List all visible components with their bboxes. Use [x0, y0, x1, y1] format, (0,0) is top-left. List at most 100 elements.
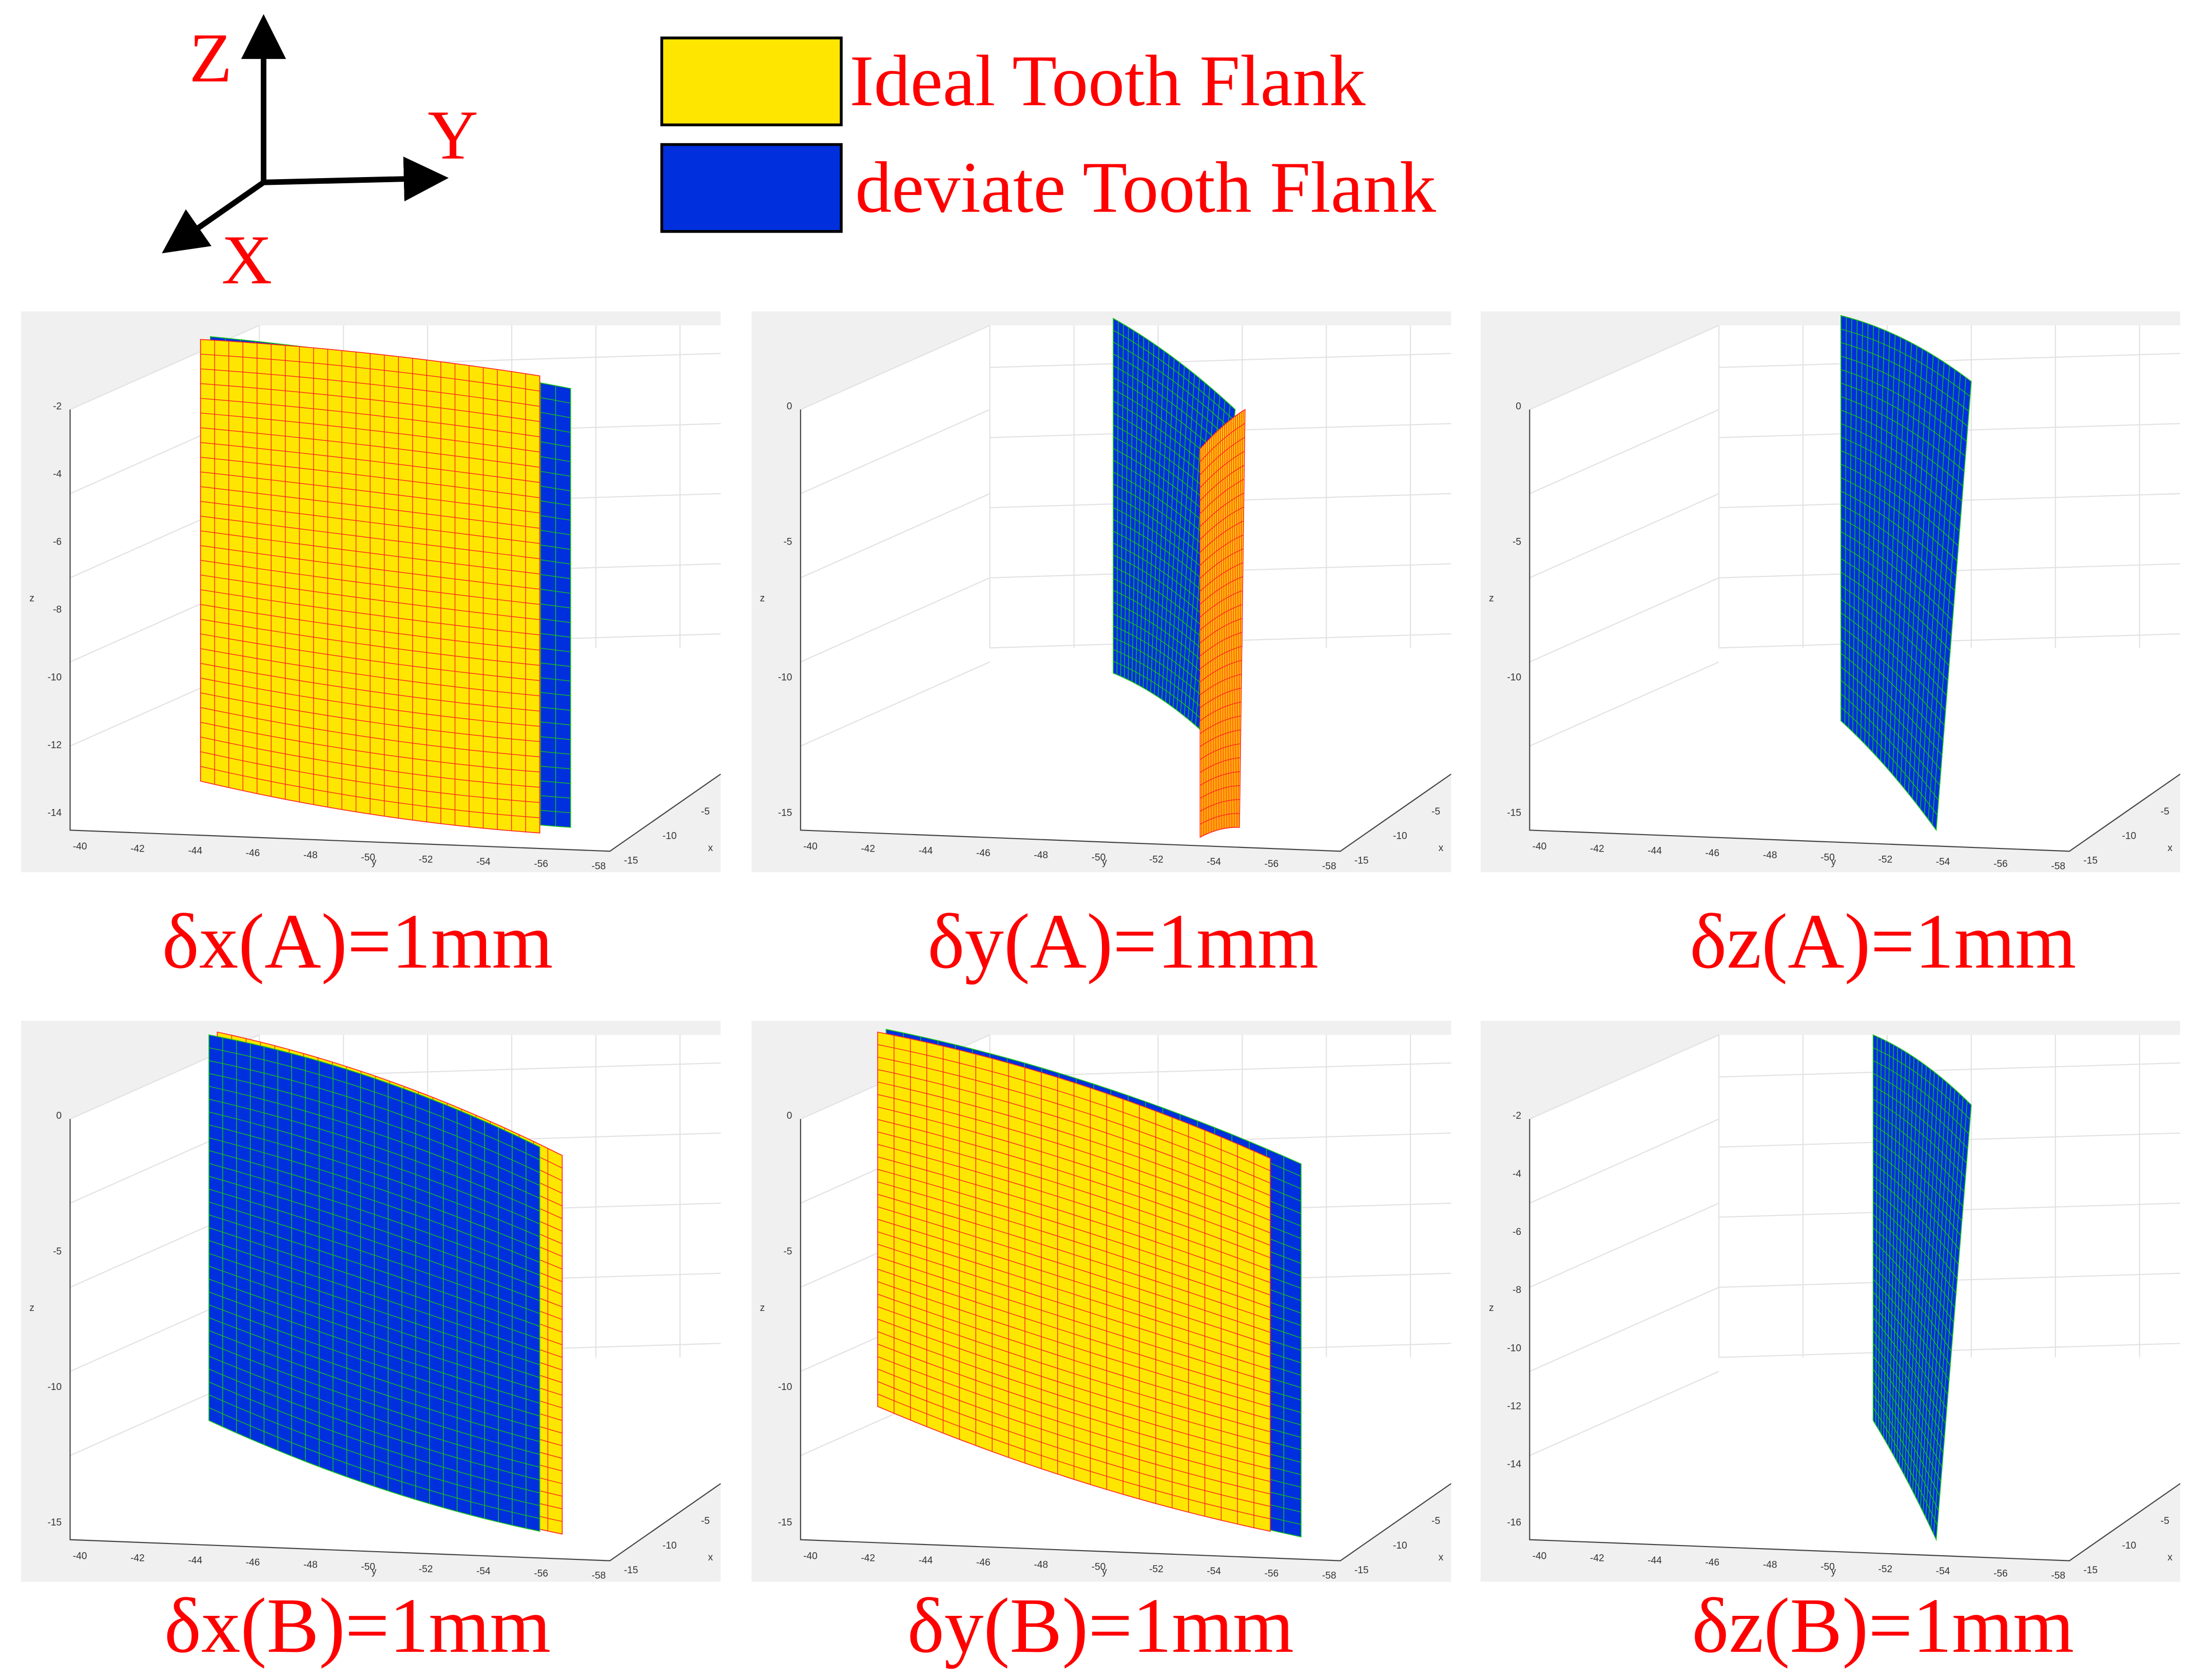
mesh-line [200, 354, 540, 392]
plot-panel: 0 -5 -10 -15 -40 -42 -44 -46 -48 -50 -52 -54 -56 -58 -… [21, 1020, 721, 1582]
mesh-line [877, 1219, 1271, 1345]
grid-line [1529, 1118, 1719, 1204]
mesh-line [877, 1269, 1271, 1395]
mesh-line [1840, 382, 1966, 457]
mesh-line [1840, 707, 1938, 816]
x-tick-label: -5 [701, 806, 710, 817]
y-axis-label: y [1102, 1567, 1107, 1577]
mesh-line [1199, 548, 1244, 579]
mesh-line [877, 1231, 1271, 1358]
mesh-line [1873, 1394, 1939, 1511]
legend-label: deviate Tooth Flank [855, 147, 1436, 228]
y-tick-label: -50 [1092, 1562, 1106, 1573]
z-tick-label: -15 [778, 1517, 792, 1528]
mesh-line [200, 486, 540, 529]
grid-line [1529, 577, 1719, 663]
mesh-line [200, 663, 540, 712]
grid-line [800, 577, 991, 663]
mesh-line [1113, 353, 1232, 442]
y-tick-label: -42 [1590, 843, 1604, 854]
mesh-line [1113, 649, 1206, 711]
mesh-line [1840, 450, 1960, 532]
x-tick-label: -10 [1393, 831, 1407, 842]
panel-caption: δz(B)=1mm [1692, 1582, 2074, 1669]
mesh-line [208, 1381, 540, 1494]
y-tick-label: -48 [303, 850, 318, 861]
mesh-line [1840, 572, 1950, 666]
mesh-line [200, 678, 540, 727]
y-axis-label: y [372, 1567, 377, 1577]
mesh-line [1200, 799, 1240, 812]
z-tick-label: 0 [787, 1111, 792, 1122]
mesh-line [877, 1169, 1271, 1296]
mesh-line [208, 1291, 540, 1404]
mesh-line [1113, 543, 1215, 614]
mesh-line [1873, 1343, 1944, 1453]
legend-swatch [660, 143, 843, 233]
y-tick-label: -40 [1533, 1551, 1547, 1561]
x-tick-label: -15 [1354, 1565, 1369, 1576]
x-tick-label: -5 [2161, 1516, 2169, 1527]
mesh-line [1873, 1214, 1955, 1308]
mesh-line [1199, 716, 1241, 734]
mesh-line [877, 1044, 1271, 1171]
mesh-line [1113, 554, 1214, 625]
z-tick-label: -12 [1507, 1401, 1521, 1412]
mesh-line [200, 398, 540, 437]
mesh-line [200, 442, 540, 483]
y-tick-label: -42 [861, 843, 875, 854]
mesh-line [1199, 534, 1244, 566]
grid-line [990, 1062, 1451, 1078]
grid-line [800, 661, 991, 747]
mesh-line [1113, 613, 1209, 679]
mesh-line [1873, 1381, 1940, 1497]
x-axis-label: x [1439, 843, 1444, 854]
mesh-line [208, 1407, 540, 1519]
x-tick-label: -10 [2122, 1540, 2137, 1551]
y-tick-label: -48 [1034, 850, 1048, 861]
y-tick-label: -58 [1322, 861, 1336, 872]
grid-line [1529, 409, 1719, 494]
mesh-line [877, 1206, 1271, 1333]
mesh-line [1199, 423, 1245, 462]
mesh-line [1199, 632, 1243, 656]
y-tick-label: -46 [976, 848, 991, 859]
grid-line [800, 493, 991, 578]
mesh-line [1840, 437, 1961, 516]
panel-caption: δx(B)=1mm [164, 1582, 551, 1669]
mesh-line [208, 1279, 540, 1391]
y-tick-label: -52 [1878, 855, 1892, 865]
mesh-line [1840, 464, 1959, 547]
mesh-line [200, 427, 540, 468]
mesh-line [877, 1319, 1271, 1445]
plot-panel: 0 -5 -10 -15 -40 -42 -44 -46 -48 -50 -52 -54 -56 -58 -… [751, 311, 1451, 873]
mesh-line [1200, 785, 1240, 799]
mesh-line [1840, 531, 1953, 621]
mesh-line [877, 1119, 1271, 1246]
mesh-line [200, 413, 540, 453]
mesh-line [1113, 330, 1235, 421]
mesh-line [1199, 646, 1242, 669]
mesh-line [1840, 410, 1964, 487]
z-tick-label: -5 [783, 537, 792, 548]
z-tick-label: -5 [53, 1246, 62, 1257]
mesh-line [208, 1189, 540, 1301]
y-axis-label: y [1831, 1567, 1836, 1577]
mesh-line [877, 1131, 1271, 1259]
mesh-line [208, 1253, 540, 1365]
x-axis-label: x [2167, 843, 2173, 854]
x-axis-label: x [708, 843, 713, 854]
x-tick-label: -15 [2083, 856, 2098, 866]
mesh-line [200, 604, 540, 651]
y-tick-label: -46 [1706, 848, 1720, 859]
plot-panel: 0 -5 -10 -15 -40 -42 -44 -46 -48 -50 -52 -54 -56 -58 -… [1480, 311, 2181, 873]
mesh-line [1873, 1189, 1958, 1279]
z-tick-label: -6 [53, 537, 62, 548]
mesh-line [877, 1194, 1271, 1321]
mesh-line [200, 692, 540, 742]
mesh-line [1840, 369, 1967, 442]
z-tick-label: -8 [53, 605, 62, 615]
y-tick-label: -52 [419, 855, 433, 865]
mesh-line [1199, 590, 1243, 617]
x-tick-label: -10 [2122, 831, 2137, 842]
